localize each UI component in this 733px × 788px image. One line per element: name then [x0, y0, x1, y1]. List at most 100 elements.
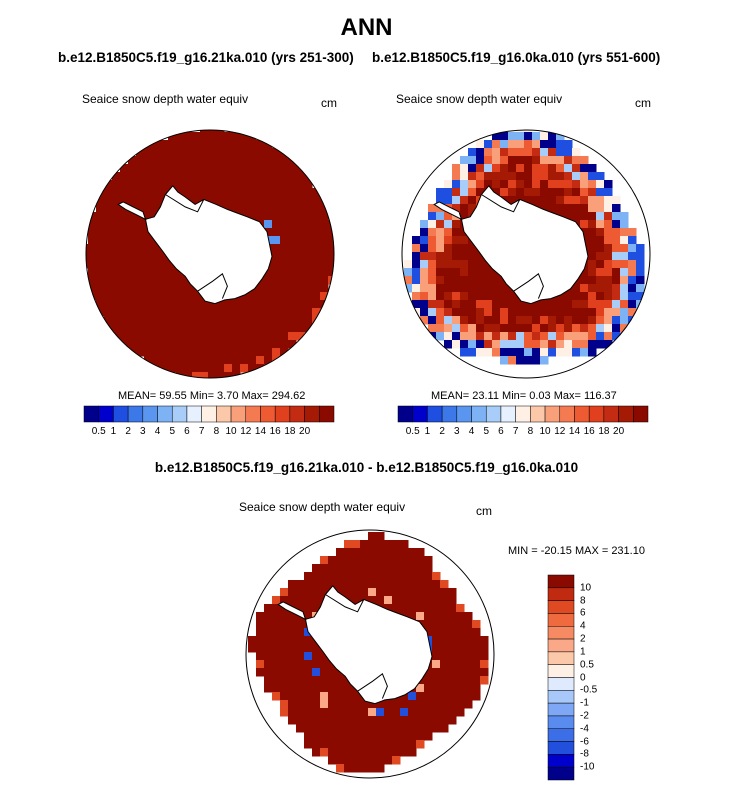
colorbar-box [471, 405, 487, 423]
grid-cell [452, 228, 461, 237]
grid-cell [136, 276, 145, 285]
grid-cell [612, 196, 621, 205]
grid-cell [232, 308, 241, 317]
colorbar-tick-label: 10 [580, 582, 592, 594]
grid-cell [248, 140, 257, 149]
grid-cell [160, 276, 169, 285]
grid-cell [424, 628, 433, 637]
grid-cell [128, 316, 137, 325]
grid-cell [548, 156, 557, 165]
colorbar-tick-label: 0.5 [405, 426, 420, 437]
grid-cell [128, 308, 137, 317]
grid-cell [452, 180, 461, 189]
grid-cell [240, 324, 249, 333]
grid-cell [556, 316, 565, 325]
colorbar-tick-label: 18 [598, 426, 610, 437]
diff-colorbar-labels: 10 8 6 4 2 1 0.5 0 -0.5 -1 -2 -4 -6 -8 -10 [580, 575, 620, 780]
grid-cell [604, 340, 613, 349]
grid-cell [444, 284, 453, 293]
grid-cell [484, 164, 493, 173]
grid-cell [392, 564, 401, 573]
grid-cell [472, 684, 481, 693]
grid-cell [424, 596, 433, 605]
grid-cell [120, 268, 129, 277]
grid-cell [456, 668, 465, 677]
grid-cell [484, 140, 493, 149]
grid-cell [432, 580, 441, 589]
grid-cell [392, 748, 401, 757]
grid-cell [572, 156, 581, 165]
grid-cell [484, 268, 493, 277]
grid-cell [288, 716, 297, 725]
grid-cell [476, 340, 485, 349]
grid-cell [452, 316, 461, 325]
right-case-title: b.e12.B1850C5.f19_g16.0ka.010 (yrs 551-6… [372, 50, 661, 65]
grid-cell [408, 572, 417, 581]
grid-cell [288, 164, 297, 173]
grid-cell [548, 340, 557, 349]
grid-cell [436, 324, 445, 333]
grid-cell [580, 268, 589, 277]
grid-cell [296, 212, 305, 221]
grid-cell [436, 196, 445, 205]
grid-cell [392, 732, 401, 741]
grid-cell [548, 204, 557, 213]
grid-cell [296, 668, 305, 677]
grid-cell [368, 532, 377, 541]
grid-cell [192, 188, 201, 197]
grid-cell [620, 316, 629, 325]
grid-cell [352, 708, 361, 717]
grid-cell [272, 316, 281, 325]
grid-cell [428, 276, 437, 285]
grid-cell [200, 348, 209, 357]
grid-cell [160, 340, 169, 349]
colorbar-box [98, 405, 114, 423]
grid-cell [336, 580, 345, 589]
grid-cell [256, 308, 265, 317]
grid-cell [408, 708, 417, 717]
grid-cell [564, 308, 573, 317]
grid-cell [424, 556, 433, 565]
grid-cell [216, 300, 225, 309]
grid-cell [272, 660, 281, 669]
colorbar-box [142, 405, 158, 423]
grid-cell [184, 316, 193, 325]
grid-cell [532, 348, 541, 357]
colorbar-box [456, 405, 472, 423]
grid-cell [596, 316, 605, 325]
grid-cell [376, 764, 385, 773]
grid-cell [412, 244, 421, 253]
grid-cell [320, 212, 329, 221]
grid-cell [420, 292, 429, 301]
grid-cell [152, 164, 161, 173]
grid-cell [248, 332, 257, 341]
grid-cell [604, 212, 613, 221]
grid-cell [400, 604, 409, 613]
grid-cell [484, 348, 493, 357]
grid-cell [184, 332, 193, 341]
grid-cell [88, 236, 97, 245]
grid-cell [104, 244, 113, 253]
grid-cell [588, 188, 597, 197]
colorbar-tick-label: 2 [125, 426, 131, 437]
grid-cell [304, 236, 313, 245]
grid-cell [200, 172, 209, 181]
grid-cell [464, 620, 473, 629]
antarctic-peninsula [277, 601, 307, 621]
grid-cell [432, 676, 441, 685]
grid-cell [424, 708, 433, 717]
grid-cell [152, 340, 161, 349]
grid-cell [120, 276, 129, 285]
grid-cell [400, 716, 409, 725]
grid-cell [192, 332, 201, 341]
grid-cell [516, 172, 525, 181]
grid-cell [240, 292, 249, 301]
grid-cell [152, 308, 161, 317]
grid-cell [272, 276, 281, 285]
grid-cell [408, 692, 417, 701]
grid-cell [456, 692, 465, 701]
grid-cell [524, 180, 533, 189]
grid-cell [280, 188, 289, 197]
grid-cell [480, 668, 489, 677]
grid-cell [272, 252, 281, 261]
